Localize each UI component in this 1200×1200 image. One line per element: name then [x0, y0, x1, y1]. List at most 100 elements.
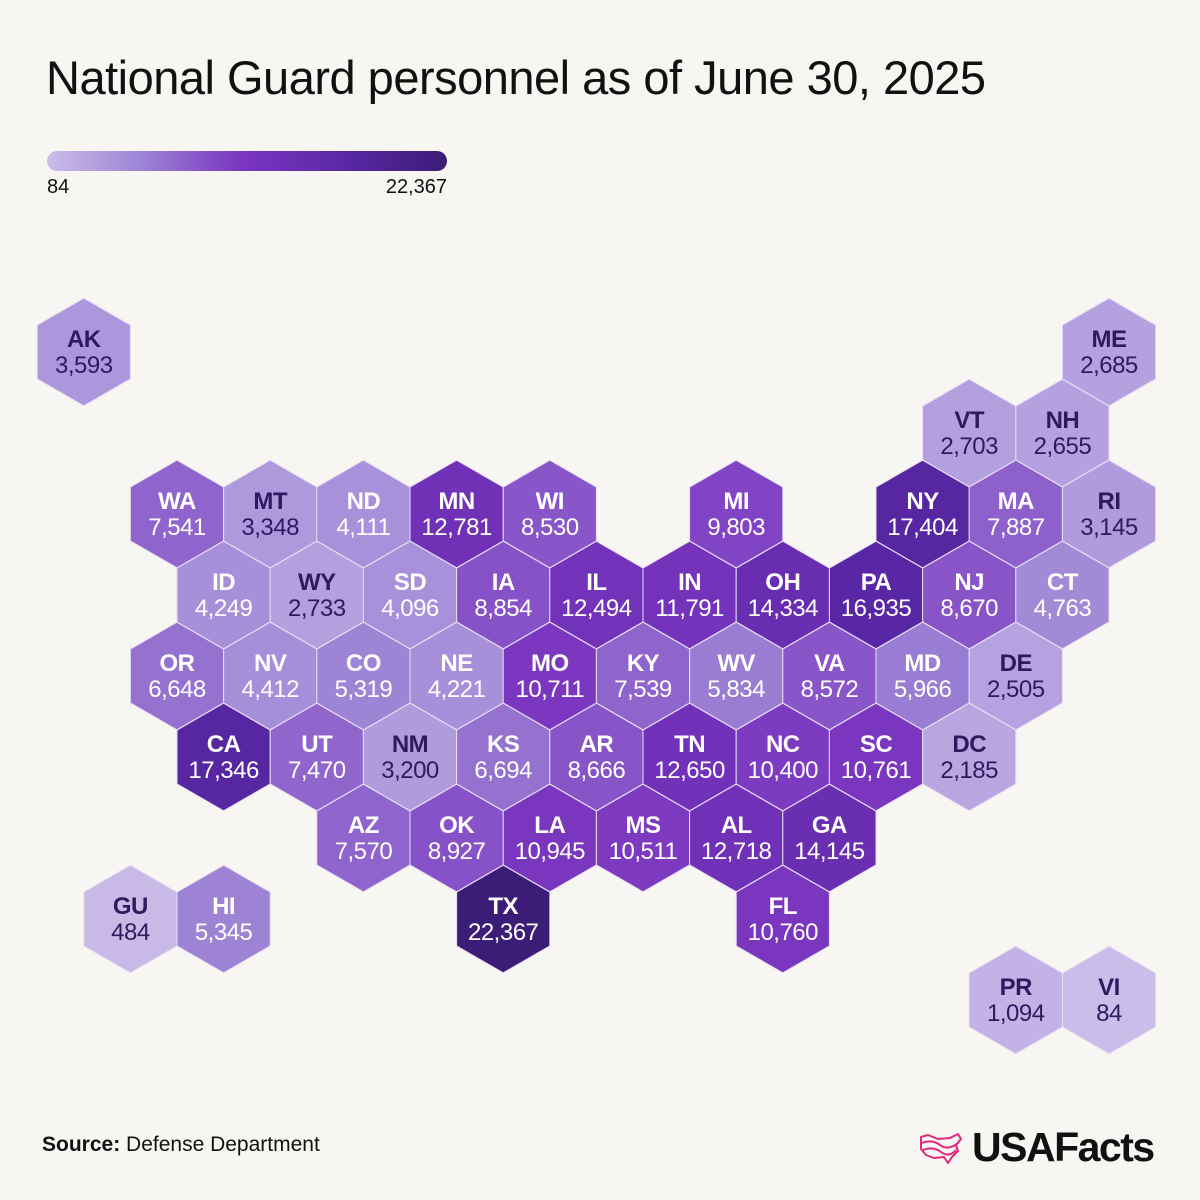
- state-abbr-label: SC: [860, 731, 893, 758]
- state-value-label: 12,781: [421, 514, 492, 541]
- state-value-label: 4,221: [428, 676, 486, 703]
- brand-name: USAFacts: [972, 1124, 1155, 1170]
- state-value-label: 17,346: [188, 757, 259, 784]
- hex-mt: MT3,348: [223, 459, 318, 569]
- hex-de: DE2,505: [968, 621, 1063, 731]
- hex-ne: NE4,221: [409, 621, 504, 731]
- state-value-label: 10,400: [748, 757, 819, 784]
- hex-pr: PR1,094: [968, 945, 1063, 1055]
- state-value-label: 12,494: [561, 595, 632, 622]
- state-abbr-label: NE: [440, 650, 473, 677]
- chart-title: National Guard personnel as of June 30, …: [46, 51, 986, 104]
- state-value-label: 17,404: [887, 514, 958, 541]
- state-value-label: 16,935: [841, 595, 912, 622]
- state-value-label: 5,345: [195, 919, 253, 946]
- state-value-label: 4,111: [336, 514, 390, 541]
- hex-or: OR6,648: [129, 621, 225, 731]
- source-label: Source:: [42, 1133, 121, 1156]
- state-abbr-label: CA: [207, 731, 241, 758]
- state-abbr-label: CT: [1047, 569, 1079, 596]
- hex-md: MD5,966: [875, 621, 970, 731]
- legend-min-label: 84: [47, 176, 70, 198]
- state-abbr-label: WY: [298, 569, 336, 596]
- hex-vt: VT2,703: [922, 378, 1017, 488]
- hex-me: ME2,685: [1061, 297, 1157, 407]
- source-note: Source: Defense Department: [42, 1133, 320, 1157]
- state-value-label: 11,791: [655, 595, 724, 622]
- state-value-label: 2,733: [288, 595, 346, 622]
- state-value-label: 8,530: [521, 514, 579, 541]
- state-abbr-label: LA: [534, 812, 565, 839]
- hex-dc: DC2,185: [922, 702, 1017, 812]
- state-abbr-label: CO: [346, 650, 381, 677]
- hex-tile: [1061, 945, 1157, 1055]
- state-value-label: 14,145: [794, 838, 865, 865]
- hex-ky: KY7,539: [595, 621, 691, 731]
- state-abbr-label: RI: [1098, 488, 1121, 515]
- hex-tile: [735, 864, 830, 974]
- state-abbr-label: MN: [438, 488, 474, 515]
- state-abbr-label: MD: [904, 650, 940, 677]
- state-abbr-label: MA: [998, 488, 1034, 515]
- state-value-label: 5,834: [707, 676, 765, 703]
- state-value-label: 14,334: [748, 595, 819, 622]
- state-abbr-label: VT: [954, 407, 985, 434]
- state-value-label: 9,803: [707, 514, 765, 541]
- brand-logo: USAFacts: [918, 1124, 1155, 1171]
- usa-map-logo-icon: [920, 1132, 962, 1164]
- state-abbr-label: KY: [627, 650, 660, 677]
- state-abbr-label: MS: [626, 812, 661, 839]
- hex-wi: WI8,530: [502, 459, 597, 569]
- state-abbr-label: AZ: [348, 812, 379, 839]
- state-abbr-label: VA: [814, 650, 845, 677]
- state-value-label: 7,570: [335, 838, 393, 865]
- state-value-label: 2,703: [940, 433, 998, 460]
- state-abbr-label: WV: [717, 650, 755, 677]
- state-value-label: 3,200: [381, 757, 439, 784]
- state-abbr-label: NH: [1046, 407, 1080, 434]
- state-value-label: 3,593: [55, 352, 113, 379]
- color-scale-legend: [47, 151, 447, 171]
- state-value-label: 10,711: [515, 676, 584, 703]
- state-value-label: 10,761: [841, 757, 912, 784]
- state-value-label: 2,505: [987, 676, 1045, 703]
- state-abbr-label: IL: [586, 569, 606, 596]
- state-abbr-label: OR: [160, 650, 195, 677]
- state-abbr-label: TX: [488, 893, 518, 920]
- state-value-label: 10,760: [748, 919, 819, 946]
- hex-tile: [176, 864, 271, 974]
- hex-tile: [922, 702, 1017, 812]
- hex-ia: IA8,854: [456, 540, 551, 650]
- source-text: Defense Department: [126, 1133, 320, 1156]
- state-value-label: 7,539: [614, 676, 672, 703]
- state-value-label: 3,145: [1080, 514, 1138, 541]
- state-abbr-label: HI: [212, 893, 235, 920]
- state-abbr-label: NY: [906, 488, 939, 515]
- state-abbr-label: DC: [952, 731, 986, 758]
- state-abbr-label: PR: [1000, 974, 1033, 1001]
- state-value-label: 3,348: [241, 514, 299, 541]
- state-abbr-label: ND: [347, 488, 381, 515]
- state-abbr-label: WA: [158, 488, 196, 515]
- state-abbr-label: ME: [1092, 326, 1127, 353]
- state-value-label: 2,685: [1080, 352, 1138, 379]
- hex-ct: CT4,763: [1015, 540, 1110, 650]
- state-value-label: 6,694: [474, 757, 532, 784]
- state-value-label: 10,945: [515, 838, 586, 865]
- state-abbr-label: DE: [1000, 650, 1033, 677]
- hex-nm: NM3,200: [362, 702, 458, 812]
- legend-max-label: 22,367: [385, 176, 447, 198]
- state-abbr-label: AL: [721, 812, 752, 839]
- state-value-label: 4,249: [195, 595, 253, 622]
- state-abbr-label: ID: [212, 569, 235, 596]
- state-abbr-label: SD: [394, 569, 427, 596]
- hex-ak: AK3,593: [36, 297, 131, 407]
